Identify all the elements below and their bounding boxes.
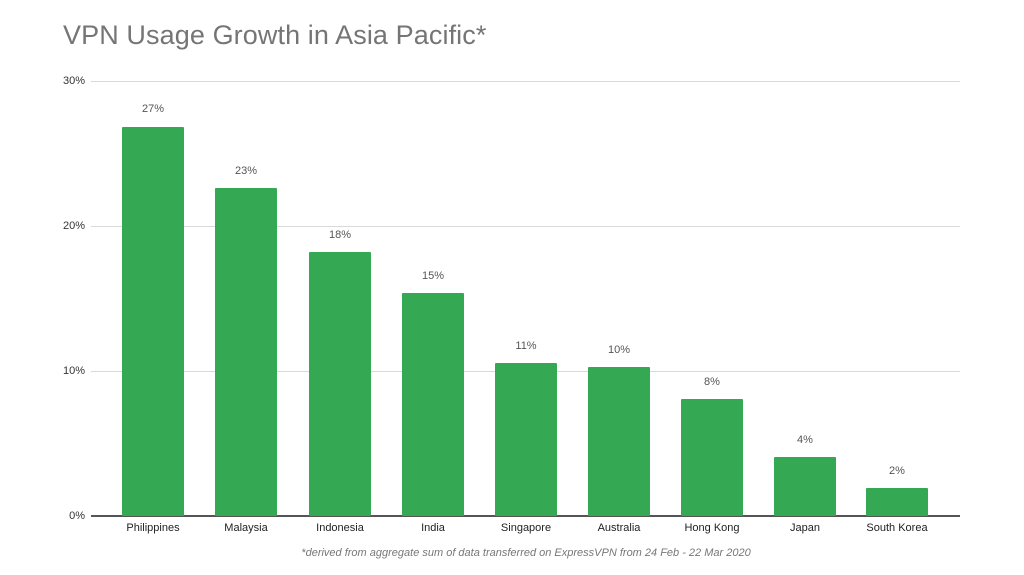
- x-label: Philippines: [126, 522, 180, 534]
- x-label: India: [421, 522, 445, 534]
- x-label: Indonesia: [316, 522, 364, 534]
- bar-singapore: [495, 363, 557, 516]
- y-tick-10: 10%: [62, 365, 85, 377]
- y-tick-30: 30%: [62, 75, 85, 87]
- value-label: 27%: [141, 103, 165, 115]
- x-label: Malaysia: [224, 522, 268, 534]
- value-label: 11%: [515, 340, 537, 352]
- x-axis-line: [91, 515, 960, 517]
- gridline-20: [91, 226, 960, 227]
- gridline-30: [91, 81, 960, 82]
- x-label: Hong Kong: [684, 522, 740, 534]
- bar-indonesia: [309, 252, 371, 516]
- value-label: 10%: [607, 344, 631, 356]
- y-tick-20: 20%: [62, 220, 85, 232]
- bar-australia: [588, 367, 650, 516]
- bar-south-korea: [866, 488, 928, 516]
- value-label: 2%: [889, 465, 905, 477]
- bar-malaysia: [215, 188, 277, 516]
- bar-philippines: [122, 127, 184, 516]
- bar-india: [402, 293, 464, 516]
- value-label: 4%: [797, 434, 813, 446]
- chart-title: VPN Usage Growth in Asia Pacific*: [63, 20, 487, 50]
- x-label: Australia: [597, 522, 641, 534]
- value-label: 23%: [234, 165, 258, 177]
- x-label: Singapore: [500, 522, 552, 534]
- value-label: 8%: [704, 376, 720, 388]
- footnote: *derived from aggregate sum of data tran…: [301, 547, 751, 559]
- bar-japan: [774, 457, 836, 516]
- x-label: South Korea: [866, 522, 928, 534]
- x-label: Japan: [790, 522, 820, 534]
- bar-hong-kong: [681, 399, 743, 516]
- value-label: 15%: [421, 270, 445, 282]
- y-tick-0: 0%: [69, 510, 85, 522]
- value-label: 18%: [328, 229, 352, 241]
